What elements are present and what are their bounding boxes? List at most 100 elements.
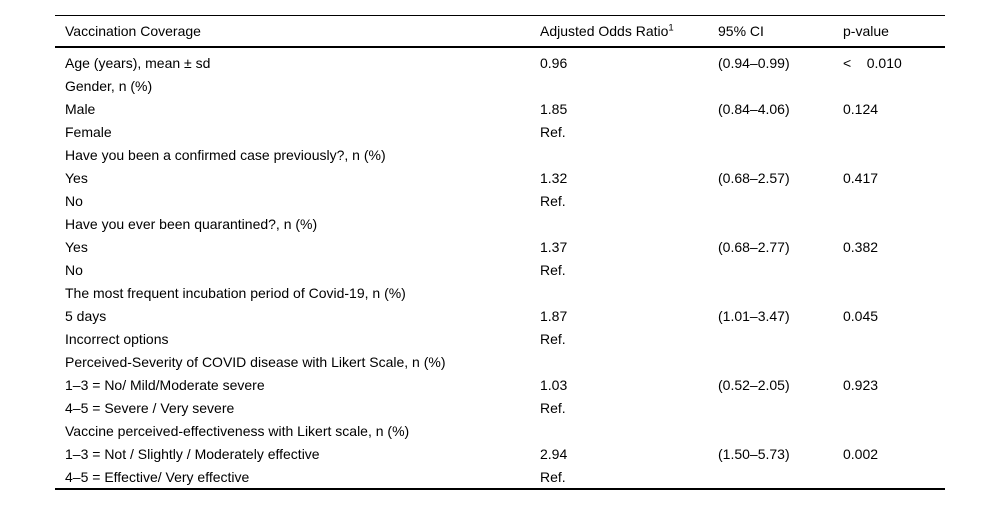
row-ci: (0.52–2.05) bbox=[718, 376, 790, 393]
row-pvalue: 0.382 bbox=[843, 238, 879, 255]
row-pvalue: 0.002 bbox=[843, 445, 879, 462]
table-row: No Ref. bbox=[55, 189, 945, 212]
row-pvalue bbox=[843, 281, 945, 304]
row-adjusted-odds-ratio bbox=[540, 74, 718, 97]
row-label: 1–3 = No/ Mild/Moderate severe bbox=[65, 376, 265, 393]
header-label: p-value bbox=[843, 23, 889, 39]
row-pvalue: 0.045 bbox=[843, 307, 879, 324]
table-row: Have you ever been quarantined?, n (%) bbox=[55, 212, 945, 235]
row-pvalue bbox=[843, 327, 945, 350]
table-row: Incorrect options Ref. bbox=[55, 327, 945, 350]
vaccination-coverage-table: Vaccination Coverage Adjusted Odds Ratio… bbox=[55, 15, 945, 490]
row-adjusted-odds-ratio: Ref. bbox=[540, 468, 566, 485]
row-pvalue bbox=[843, 212, 945, 235]
row-ci bbox=[718, 189, 843, 212]
row-label: Gender, n (%) bbox=[65, 77, 153, 94]
row-label: No bbox=[65, 192, 83, 209]
header-col-vaccination-coverage: Vaccination Coverage bbox=[55, 15, 540, 48]
row-ci: (0.68–2.77) bbox=[718, 238, 790, 255]
row-adjusted-odds-ratio: 2.94 bbox=[540, 445, 568, 462]
row-label: No bbox=[65, 261, 83, 278]
row-adjusted-odds-ratio bbox=[540, 281, 718, 304]
table-row: Perceived-Severity of COVID disease with… bbox=[55, 350, 945, 373]
row-adjusted-odds-ratio: 1.37 bbox=[540, 238, 568, 255]
row-label: Have you been a confirmed case previousl… bbox=[65, 146, 386, 163]
table-row: 1–3 = No/ Mild/Moderate severe 1.03 (0.5… bbox=[55, 373, 945, 396]
table-row: Have you been a confirmed case previousl… bbox=[55, 143, 945, 166]
row-pvalue bbox=[843, 74, 945, 97]
row-ci bbox=[718, 212, 843, 235]
row-pvalue bbox=[843, 143, 945, 166]
header-col-95ci: 95% CI bbox=[718, 15, 843, 48]
row-label: Female bbox=[65, 123, 112, 140]
row-pvalue bbox=[843, 189, 945, 212]
row-ci bbox=[718, 143, 843, 166]
row-label: 1–3 = Not / Slightly / Moderately effect… bbox=[65, 445, 320, 462]
row-label: Yes bbox=[65, 238, 88, 255]
row-label: Have you ever been quarantined?, n (%) bbox=[65, 215, 318, 232]
table-row: 4–5 = Severe / Very severe Ref. bbox=[55, 396, 945, 419]
row-label: The most frequent incubation period of C… bbox=[65, 284, 406, 301]
row-pvalue bbox=[843, 396, 945, 419]
table-row: 4–5 = Effective/ Very effective Ref. bbox=[55, 465, 945, 489]
row-label: 4–5 = Severe / Very severe bbox=[65, 399, 235, 416]
row-ci: (0.68–2.57) bbox=[718, 169, 790, 186]
row-ci bbox=[718, 350, 843, 373]
row-ci bbox=[718, 74, 843, 97]
row-adjusted-odds-ratio bbox=[540, 419, 718, 442]
row-pvalue bbox=[843, 350, 945, 373]
row-pvalue: 0.124 bbox=[843, 100, 879, 117]
table-body: Age (years), mean ± sd 0.96 (0.94–0.99) … bbox=[55, 47, 945, 489]
row-adjusted-odds-ratio: Ref. bbox=[540, 123, 566, 140]
row-pvalue: 0.923 bbox=[843, 376, 879, 393]
table-row: Age (years), mean ± sd 0.96 (0.94–0.99) … bbox=[55, 47, 945, 74]
row-pvalue bbox=[843, 120, 945, 143]
row-adjusted-odds-ratio: Ref. bbox=[540, 192, 566, 209]
row-adjusted-odds-ratio: Ref. bbox=[540, 399, 566, 416]
row-label: Vaccine perceived-effectiveness with Lik… bbox=[65, 422, 410, 439]
row-pvalue bbox=[843, 465, 945, 489]
table-row: Yes 1.37 (0.68–2.77) 0.382 bbox=[55, 235, 945, 258]
row-label: Perceived-Severity of COVID disease with… bbox=[65, 353, 446, 370]
row-ci bbox=[718, 327, 843, 350]
row-adjusted-odds-ratio: 1.32 bbox=[540, 169, 568, 186]
row-ci bbox=[718, 465, 843, 489]
row-label: Incorrect options bbox=[65, 330, 169, 347]
row-pvalue: 0.417 bbox=[843, 169, 879, 186]
row-pvalue bbox=[843, 419, 945, 442]
table-row: The most frequent incubation period of C… bbox=[55, 281, 945, 304]
row-ci bbox=[718, 281, 843, 304]
table-row: Gender, n (%) bbox=[55, 74, 945, 97]
row-adjusted-odds-ratio: 1.85 bbox=[540, 100, 568, 117]
row-adjusted-odds-ratio: 1.03 bbox=[540, 376, 568, 393]
table-row: 5 days 1.87 (1.01–3.47) 0.045 bbox=[55, 304, 945, 327]
row-ci bbox=[718, 258, 843, 281]
row-ci: (0.84–4.06) bbox=[718, 100, 790, 117]
header-label: Adjusted Odds Ratio bbox=[540, 23, 669, 39]
row-ci bbox=[718, 396, 843, 419]
row-label: Yes bbox=[65, 169, 88, 186]
row-adjusted-odds-ratio bbox=[540, 143, 718, 166]
row-adjusted-odds-ratio bbox=[540, 212, 718, 235]
row-label: 5 days bbox=[65, 307, 107, 324]
row-adjusted-odds-ratio: Ref. bbox=[540, 330, 566, 347]
header-row: Vaccination Coverage Adjusted Odds Ratio… bbox=[55, 15, 945, 48]
row-adjusted-odds-ratio: 0.96 bbox=[540, 54, 568, 71]
row-ci bbox=[718, 120, 843, 143]
row-adjusted-odds-ratio: 1.87 bbox=[540, 307, 568, 324]
table-row: Male 1.85 (0.84–4.06) 0.124 bbox=[55, 97, 945, 120]
footnote-marker: 1 bbox=[668, 22, 674, 34]
row-ci: (1.50–5.73) bbox=[718, 445, 790, 462]
row-label: Male bbox=[65, 100, 96, 117]
row-pvalue: < 0.010 bbox=[843, 54, 902, 71]
row-ci: (1.01–3.47) bbox=[718, 307, 790, 324]
table-row: 1–3 = Not / Slightly / Moderately effect… bbox=[55, 442, 945, 465]
row-ci bbox=[718, 419, 843, 442]
row-ci: (0.94–0.99) bbox=[718, 54, 790, 71]
row-pvalue bbox=[843, 258, 945, 281]
table-row: Yes 1.32 (0.68–2.57) 0.417 bbox=[55, 166, 945, 189]
header-label: Vaccination Coverage bbox=[65, 23, 201, 39]
row-adjusted-odds-ratio: Ref. bbox=[540, 261, 566, 278]
row-adjusted-odds-ratio bbox=[540, 350, 718, 373]
